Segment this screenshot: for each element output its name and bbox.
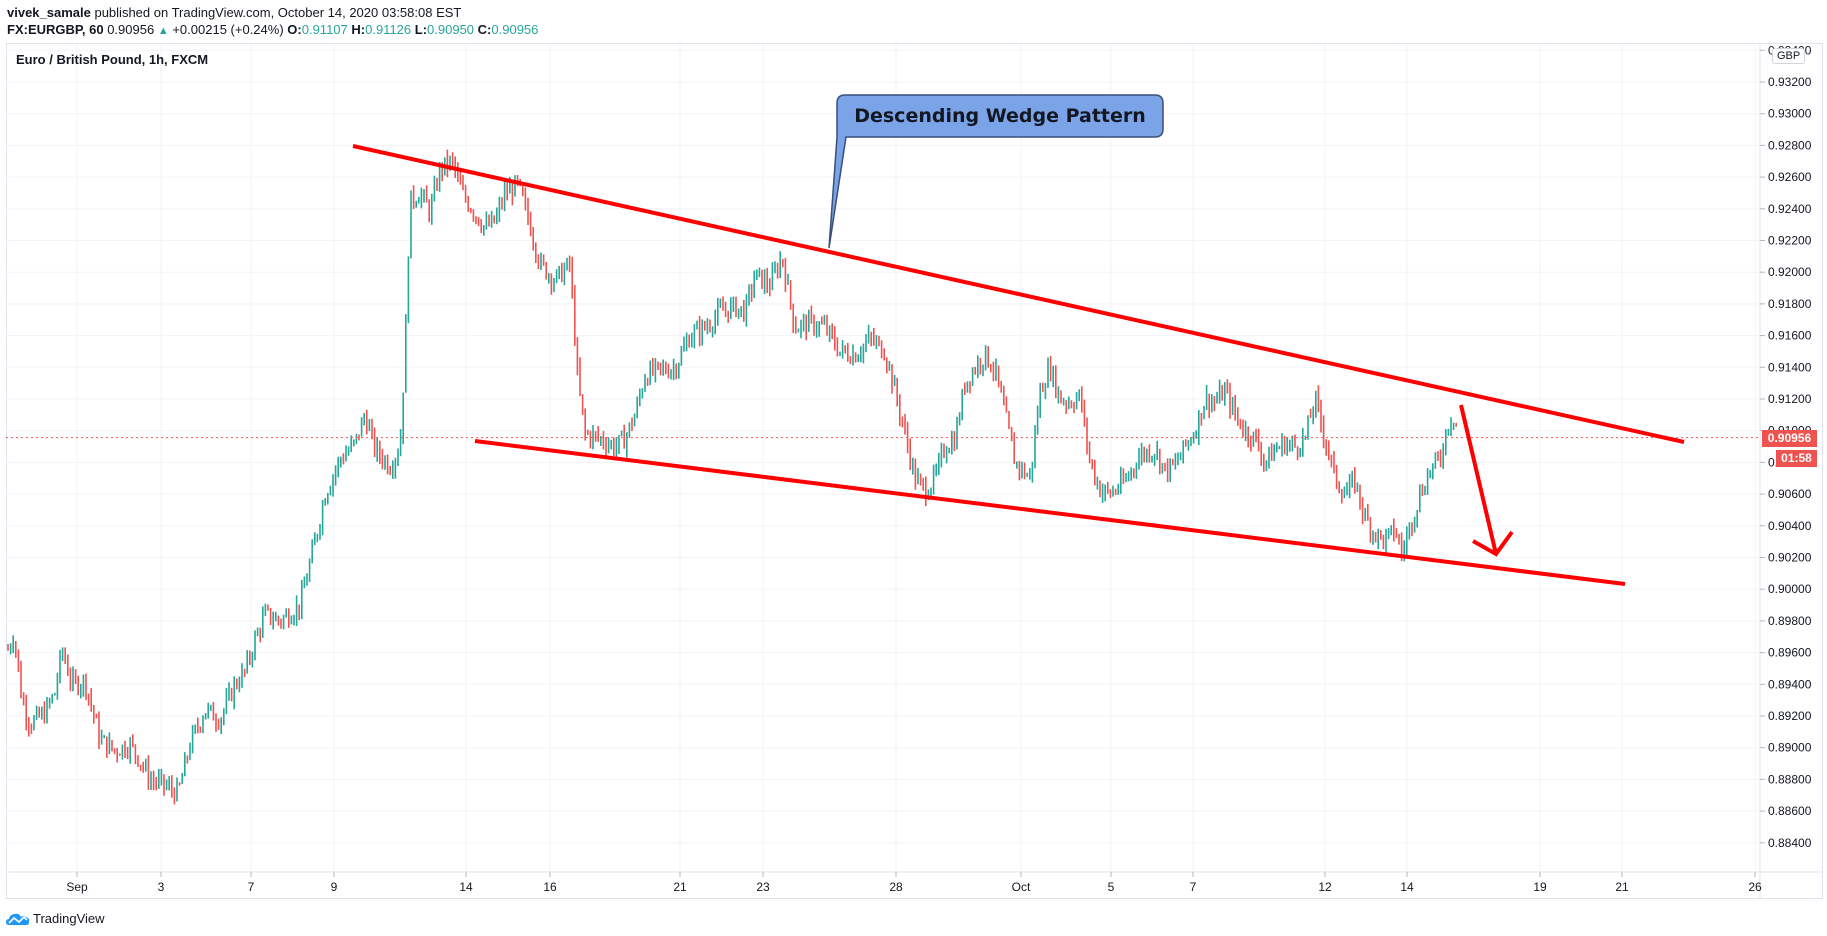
chart-title: Euro / British Pound, 1h, FXCM [16, 52, 209, 67]
high-value: 0.91126 [365, 22, 412, 37]
time-tick-label: Sep [66, 880, 88, 894]
close-value: 0.90956 [491, 22, 539, 37]
price-tick-label: 0.89600 [1768, 646, 1812, 660]
price-tick-label: 0.89200 [1768, 709, 1812, 723]
close-label: C: [477, 22, 492, 37]
time-tick-label: 7 [1190, 880, 1197, 894]
open-value: 0.91107 [301, 22, 348, 37]
time-tick-label: 3 [158, 880, 165, 894]
time-tick-label: Oct [1012, 880, 1031, 894]
last-price: 0.90956 [107, 22, 155, 37]
bar-countdown-badge: 01:58 [1776, 450, 1817, 467]
price-tick-label: 0.88600 [1768, 804, 1812, 818]
price-tick-label: 0.90000 [1768, 582, 1812, 596]
last-price-badge: 0.90956 [1762, 430, 1817, 447]
price-tick-label: 0.89000 [1768, 741, 1812, 755]
price-tick-label: 0.92000 [1768, 265, 1812, 279]
time-tick-label: 19 [1533, 880, 1547, 894]
time-axis[interactable]: Sep 3 7 9 14 16 21 23 28 Oct 5 7 12 14 19 21 26 [66, 872, 1762, 894]
price-tick-label: 0.89800 [1768, 614, 1812, 628]
symbol-ohlc-line: FX:EURGBP, 60 0.90956 ▲ +0.00215 (+0.24%… [7, 22, 538, 37]
price-tick-label: 0.91400 [1768, 360, 1812, 374]
price-tick-label: 0.92400 [1768, 202, 1812, 216]
annotation-callout[interactable] [828, 94, 1164, 249]
time-tick-label: 28 [889, 880, 903, 894]
price-tick-label: 0.93200 [1768, 75, 1812, 89]
published-text: published on TradingView.com, October 14… [90, 5, 462, 20]
up-triangle-icon: ▲ [157, 25, 169, 37]
price-tick-label: 0.92600 [1768, 170, 1812, 184]
time-tick-label: 14 [459, 880, 473, 894]
price-axis[interactable]: 0.934000.932000.930000.928000.926000.924… [1760, 43, 1812, 850]
high-label: H: [351, 22, 366, 37]
upper-trendline[interactable] [352, 144, 1685, 444]
tradingview-logo[interactable]: TradingView [6, 911, 105, 926]
tradingview-cloud-icon [6, 913, 30, 925]
low-value: 0.90950 [427, 22, 475, 37]
price-tick-label: 0.90600 [1768, 487, 1812, 501]
time-tick-label: 21 [1615, 880, 1629, 894]
price-tick-label: 0.91800 [1768, 297, 1812, 311]
time-tick-label: 16 [543, 880, 557, 894]
price-tick-label: 0.92200 [1768, 234, 1812, 248]
currency-badge[interactable]: GBP [1772, 48, 1806, 64]
down-arrow-icon[interactable] [1459, 404, 1514, 557]
time-tick-label: 26 [1748, 880, 1762, 894]
chart-grid [6, 44, 1760, 872]
publisher-line: vivek_samale published on TradingView.co… [7, 5, 461, 20]
time-tick-label: 5 [1108, 880, 1115, 894]
price-tick-label: 0.92800 [1768, 138, 1812, 152]
annotation-text: Descending Wedge Pattern [854, 105, 1146, 127]
price-tick-label: 0.91600 [1768, 329, 1812, 343]
time-tick-label: 14 [1400, 880, 1414, 894]
time-tick-label: 9 [331, 880, 338, 894]
price-tick-label: 0.91200 [1768, 392, 1812, 406]
candlestick-series [7, 149, 1457, 805]
time-tick-label: 21 [673, 880, 687, 894]
time-tick-label: 7 [248, 880, 255, 894]
time-tick-label: 12 [1318, 880, 1332, 894]
symbol-label: FX:EURGBP, 60 [7, 22, 104, 37]
tradingview-wordmark: TradingView [33, 911, 105, 926]
price-tick-label: 0.90200 [1768, 551, 1812, 565]
low-label: L: [414, 22, 428, 37]
price-tick-label: 0.88800 [1768, 772, 1812, 786]
chart-frame [6, 43, 1823, 899]
lower-trendline[interactable] [474, 439, 1626, 586]
price-tick-label: 0.89400 [1768, 677, 1812, 691]
time-tick-label: 23 [756, 880, 770, 894]
change-value: +0.00215 (+0.24%) [172, 22, 284, 37]
price-tick-label: 0.90400 [1768, 519, 1812, 533]
price-tick-label: 0.88400 [1768, 836, 1812, 850]
author-name[interactable]: vivek_samale [7, 5, 91, 20]
price-tick-label: 0.93000 [1768, 107, 1812, 121]
open-label: O: [287, 22, 302, 37]
